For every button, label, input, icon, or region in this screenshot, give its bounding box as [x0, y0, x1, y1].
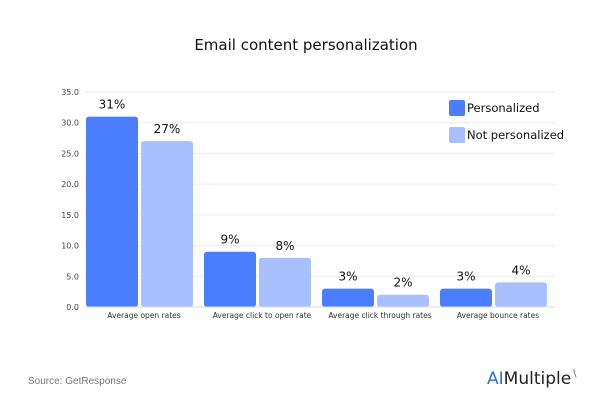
y-tick-label: 5.0 — [66, 272, 79, 281]
x-tick-label: Average bounce rates — [457, 311, 539, 320]
legend-label: Not personalized — [467, 128, 564, 142]
data-label: 9% — [220, 233, 239, 247]
bar — [440, 288, 492, 307]
x-tick-label: Average click to open rate — [213, 311, 312, 320]
bar — [141, 141, 193, 307]
data-label: 3% — [456, 270, 475, 284]
bar — [204, 251, 256, 307]
y-tick-label: 15.0 — [61, 211, 79, 220]
data-label: 31% — [99, 98, 126, 112]
data-label: 27% — [154, 122, 181, 136]
data-label: 8% — [275, 239, 294, 253]
y-tick-label: 25.0 — [61, 149, 79, 158]
y-tick-label: 10.0 — [61, 242, 79, 251]
data-label: 2% — [393, 276, 412, 290]
legend-swatch — [449, 127, 465, 143]
legend-label: Personalized — [467, 101, 540, 115]
y-tick-label: 30.0 — [61, 119, 79, 128]
x-tick-label: Average open rates — [107, 311, 181, 320]
bar — [377, 294, 429, 307]
aimultiple-logo: AIMultiple∖ — [487, 369, 578, 389]
bar — [495, 282, 547, 307]
bar — [259, 257, 311, 307]
bar — [322, 288, 374, 307]
chart-title: Email content personalization — [194, 36, 418, 54]
data-label: 4% — [511, 263, 530, 277]
y-tick-label: 35.0 — [61, 88, 79, 97]
data-label: 3% — [338, 270, 357, 284]
y-tick-label: 0.0 — [66, 303, 79, 312]
legend-swatch — [449, 100, 465, 116]
x-tick-label: Average click through rates — [328, 311, 431, 320]
y-tick-label: 20.0 — [61, 180, 79, 189]
source-note: Source: GetResponse — [28, 376, 127, 387]
bar — [86, 116, 138, 307]
